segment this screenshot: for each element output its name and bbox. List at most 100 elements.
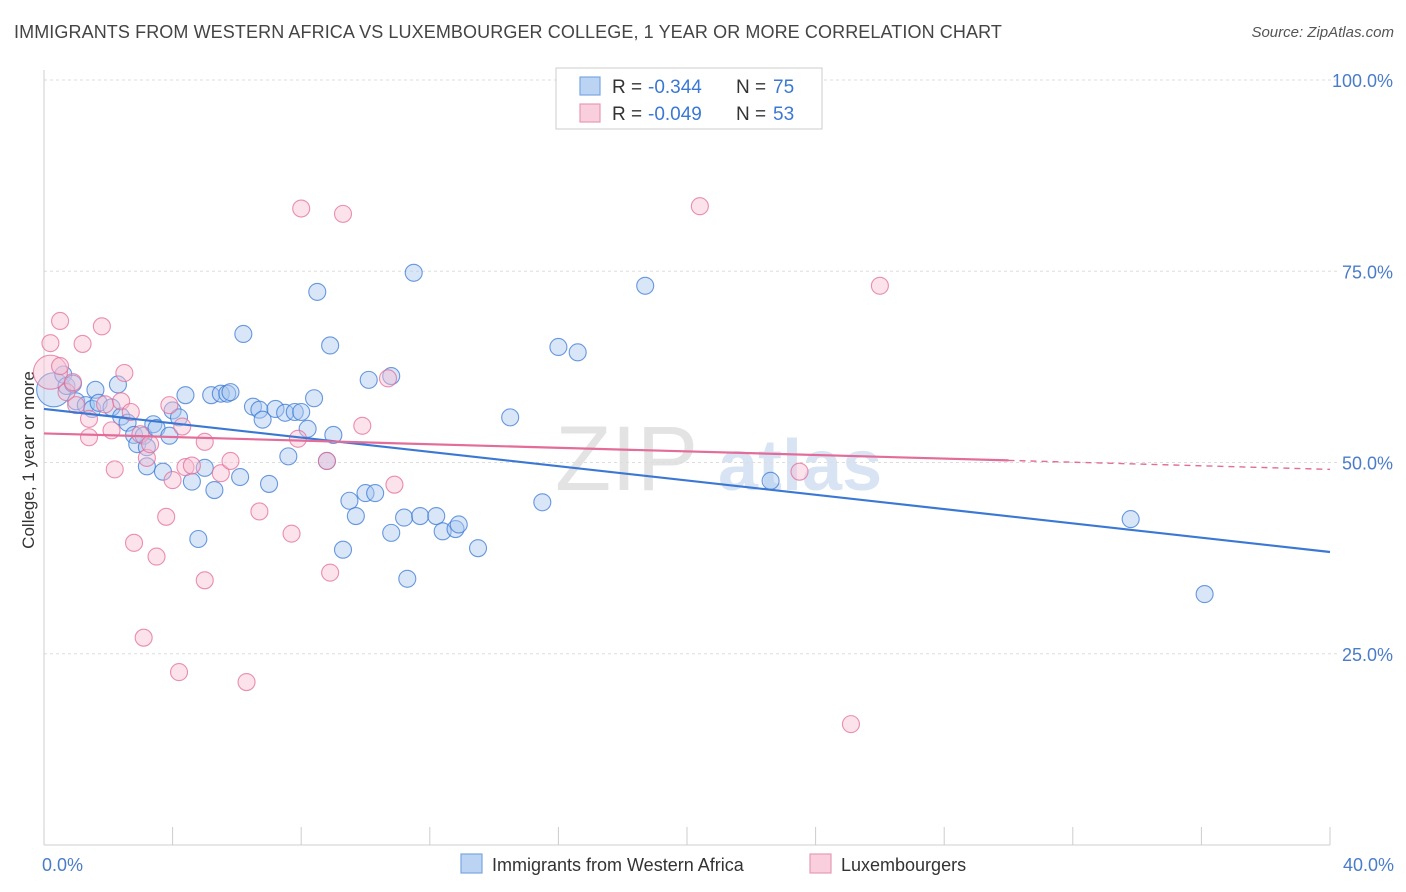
point-luxembourger: [317, 451, 336, 471]
point-luxembourger: [211, 464, 230, 483]
point-western-africa: [211, 384, 230, 403]
stats-r-label-blue: R =: [612, 77, 642, 98]
point-western-africa: [568, 343, 587, 362]
point-western-africa: [276, 403, 295, 422]
axes: [43, 70, 1331, 846]
point-luxembourger: [147, 547, 166, 566]
legend-swatch-pink: [809, 853, 832, 874]
stats-r-label-pink: R =: [612, 104, 642, 125]
stats-n-value-blue: 75: [773, 77, 794, 98]
trend-lines: [43, 407, 1331, 554]
point-western-africa: [279, 447, 298, 466]
point-luxembourger: [333, 204, 353, 223]
stats-r-value-blue: -0.344: [648, 77, 702, 98]
point-luxembourger: [41, 334, 60, 353]
watermark: ZIP atlas: [555, 408, 882, 510]
point-western-africa: [205, 480, 224, 500]
series-legend: Immigrants from Western Africa Luxembour…: [460, 853, 966, 875]
point-luxembourger: [385, 475, 404, 494]
point-luxembourger: [321, 563, 340, 582]
point-luxembourger: [79, 428, 99, 447]
point-western-africa: [305, 389, 324, 408]
point-luxembourger: [105, 460, 124, 479]
stats-n-value-pink: 53: [773, 104, 794, 125]
stats-swatch-blue: [579, 76, 601, 96]
point-luxembourger: [221, 451, 240, 471]
point-luxembourger: [32, 354, 68, 390]
y-tick-label: 50.0%: [1342, 454, 1393, 474]
trend-line-luxembourger: [43, 432, 1009, 462]
point-western-africa: [308, 282, 327, 301]
point-western-africa: [176, 386, 195, 405]
point-western-africa: [221, 383, 240, 402]
y-tick-label: 25.0%: [1342, 645, 1393, 665]
y-tick-labels: 25.0% 50.0% 75.0% 100.0%: [1332, 71, 1393, 665]
watermark-zip: ZIP: [555, 408, 698, 510]
point-luxembourger: [63, 373, 82, 392]
point-luxembourger: [169, 663, 189, 682]
point-luxembourger: [137, 448, 156, 467]
point-luxembourger: [176, 458, 195, 477]
point-luxembourger: [378, 369, 398, 388]
y-tick-label: 75.0%: [1342, 262, 1393, 282]
point-luxembourger: [51, 357, 70, 376]
point-western-africa: [266, 399, 285, 419]
legend-label-pink: Luxembourgers: [841, 855, 966, 875]
point-luxembourger: [790, 462, 809, 481]
point-western-africa: [468, 539, 488, 558]
point-luxembourger: [195, 571, 214, 590]
legend-swatch-blue: [460, 853, 483, 874]
point-western-africa: [189, 529, 208, 549]
point-luxembourger: [157, 507, 176, 526]
point-luxembourger: [870, 276, 889, 295]
point-western-africa: [501, 408, 520, 427]
point-luxembourger: [121, 402, 140, 422]
point-western-africa: [333, 540, 353, 559]
point-luxembourger: [73, 334, 92, 353]
point-western-africa: [285, 402, 304, 422]
point-luxembourger: [353, 416, 372, 435]
point-luxembourger: [173, 417, 192, 436]
stats-n-label-blue: N =: [736, 77, 766, 98]
point-western-africa: [449, 515, 468, 534]
point-luxembourger: [96, 395, 115, 414]
point-western-africa: [163, 401, 182, 420]
chart-title: IMMIGRANTS FROM WESTERN AFRICA VS LUXEMB…: [14, 22, 1002, 42]
y-tick-label: 100.0%: [1332, 71, 1393, 91]
point-western-africa: [231, 467, 250, 487]
point-luxembourger: [124, 533, 144, 552]
point-luxembourger: [237, 673, 256, 692]
x-tick-label: 40.0%: [1343, 855, 1394, 875]
point-western-africa: [359, 370, 378, 389]
trend-line-luxembourger-extension: [1008, 459, 1331, 471]
x-tick-labels: 0.0% 40.0%: [42, 855, 1394, 875]
point-western-africa: [636, 276, 655, 295]
point-western-africa: [259, 474, 279, 493]
point-western-africa: [549, 337, 568, 357]
point-luxembourger: [841, 715, 861, 734]
point-western-africa: [533, 493, 552, 512]
point-luxembourger: [250, 502, 269, 521]
point-luxembourger: [690, 197, 709, 216]
point-luxembourger: [182, 456, 201, 475]
point-western-africa: [250, 400, 269, 419]
grid-lines: [44, 79, 1338, 655]
point-western-africa: [382, 367, 401, 386]
point-western-africa: [395, 508, 414, 527]
point-western-africa: [398, 569, 417, 588]
point-luxembourger: [134, 628, 153, 647]
point-luxembourger: [141, 435, 160, 454]
point-western-africa: [67, 392, 86, 411]
point-luxembourger: [57, 383, 76, 402]
point-luxembourger: [160, 396, 179, 415]
x-tick-label: 0.0%: [42, 855, 83, 875]
point-western-africa: [346, 506, 365, 526]
point-western-africa: [382, 523, 401, 542]
stats-swatch-pink: [579, 103, 601, 123]
point-western-africa: [761, 471, 780, 490]
point-luxembourger: [131, 425, 150, 444]
point-western-africa: [340, 491, 359, 510]
trend-line-western-africa: [43, 407, 1331, 554]
